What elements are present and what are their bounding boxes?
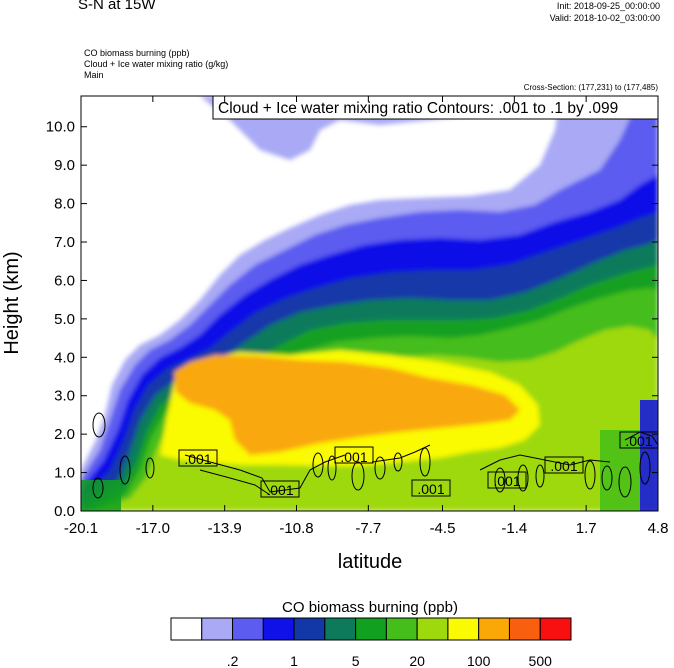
contour-label-3: .001 <box>340 449 367 465</box>
y-tick-label: 7.0 <box>54 234 75 251</box>
colorbar-tick-label: 5 <box>352 653 360 668</box>
x-axis: -20.1 -17.0 -13.9 -10.8 -7.7 -4.5 -1.4 1.7 4.8 <box>64 96 669 537</box>
colorbar-swatch <box>508 617 541 641</box>
x-tick-label: -7.7 <box>355 520 381 537</box>
contour-label-1: .001 <box>184 451 211 467</box>
colorbar-swatch <box>416 617 449 641</box>
x-tick-label: 1.7 <box>576 520 597 537</box>
y-tick-label: 10.0 <box>46 119 75 136</box>
x-tick-label: -13.9 <box>208 520 242 537</box>
time-info: Init: 2018-09-25_00:00:00 Valid: 2018-10… <box>550 0 660 24</box>
colorbar-tick-label: 1 <box>290 653 298 668</box>
colorbar-swatch <box>478 617 510 641</box>
init-time: Init: 2018-09-25_00:00:00 <box>556 1 660 11</box>
colorbar-tick-label: .2 <box>227 653 239 668</box>
x-tick-label: 4.8 <box>648 520 669 537</box>
field-label-main: Main <box>84 70 104 80</box>
colorbar-swatch <box>355 617 387 641</box>
colorbar-title: CO biomass burning (ppb) <box>282 599 458 616</box>
contour-label-7: .001 <box>625 433 652 449</box>
contour-info-text: Cloud + Ice water mixing ratio Contours:… <box>218 100 618 117</box>
x-tick-label: -20.1 <box>64 520 98 537</box>
field-labels: CO biomass burning (ppb) Cloud + Ice wat… <box>84 48 228 81</box>
colorbar-swatch <box>262 617 295 641</box>
colorbar <box>170 617 572 641</box>
colorbar-swatch <box>170 617 203 641</box>
y-tick-label: 2.0 <box>54 426 75 443</box>
contour-label-2: .001 <box>266 482 293 498</box>
y-axis: 0.0 1.0 2.0 3.0 4.0 5.0 6.0 7.0 8.0 9.0 10.0 <box>46 119 658 520</box>
colorbar-swatch <box>232 617 264 641</box>
contour-label-6: .001 <box>550 458 577 474</box>
x-axis-label: latitude <box>338 551 403 573</box>
y-tick-label: 5.0 <box>54 311 75 328</box>
y-tick-label: 1.0 <box>54 465 75 482</box>
contour-label-4: .001 <box>417 481 444 497</box>
colorbar-swatch <box>293 617 326 641</box>
colorbar-swatch <box>385 617 418 641</box>
valid-time: Valid: 2018-10-02_03:00:00 <box>549 13 660 23</box>
x-tick-label: -4.5 <box>430 520 456 537</box>
colorbar-swatch <box>201 617 234 641</box>
cloud-contours <box>92 412 658 499</box>
colorbar-tick-label: 500 <box>529 653 553 668</box>
x-tick-label: -1.4 <box>501 520 527 537</box>
x-tick-label: -10.8 <box>279 520 313 537</box>
y-tick-label: 8.0 <box>54 196 75 213</box>
colorbar-swatch <box>447 617 480 641</box>
y-tick-label: 3.0 <box>54 388 75 405</box>
cross-section-label: Cross-Section: (177,231) to (177,485) <box>523 83 658 92</box>
field-label-co: CO biomass burning (ppb) <box>84 48 190 58</box>
y-tick-label: 0.0 <box>54 503 75 520</box>
y-tick-label: 6.0 <box>54 272 75 289</box>
colorbar-swatch <box>539 617 572 641</box>
contour-info-box <box>212 95 659 120</box>
x-tick-label: -17.0 <box>136 520 170 537</box>
contour-label-5: .001 <box>493 473 520 489</box>
plot-title: S-N at 15W <box>78 0 156 13</box>
co-shaded-field: .001 .001 .001 .001 .001 .001 .001 <box>81 96 658 511</box>
y-tick-label: 4.0 <box>54 349 75 366</box>
colorbar-tick-label: 100 <box>467 653 491 668</box>
y-tick-label: 9.0 <box>54 157 75 174</box>
colorbar-swatch <box>324 617 357 641</box>
y-axis-label: Height (km) <box>1 251 23 354</box>
colorbar-tick-label: 20 <box>409 653 425 668</box>
colorbar-ticks: .2 1 5 20 100 500 <box>227 653 552 668</box>
band-100 <box>174 355 520 455</box>
field-label-cloud: Cloud + Ice water mixing ratio (g/kg) <box>84 59 229 69</box>
